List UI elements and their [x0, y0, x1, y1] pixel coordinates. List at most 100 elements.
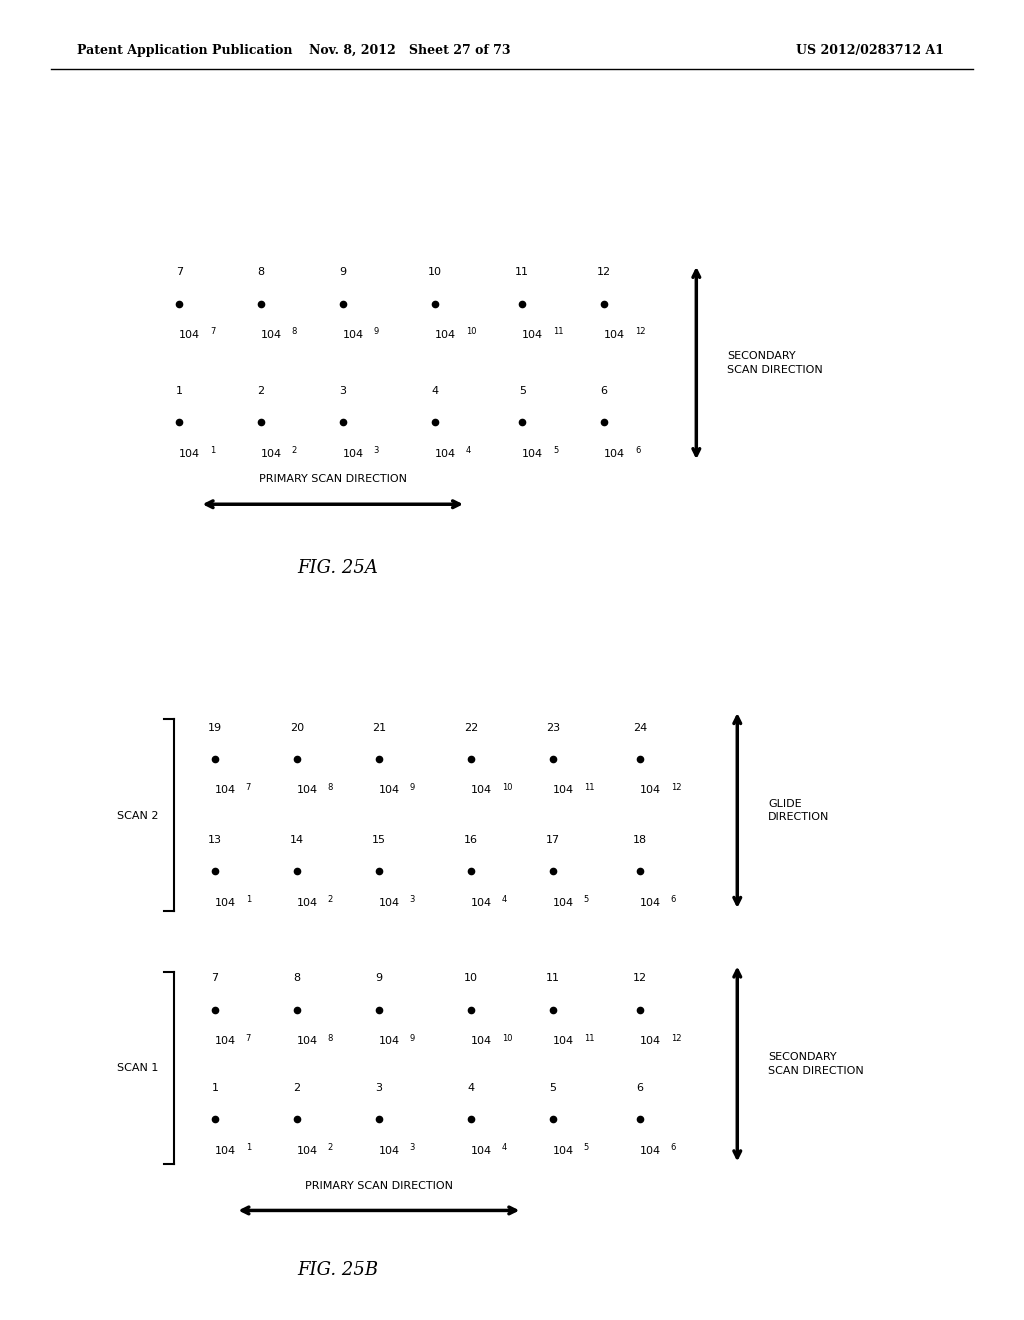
Text: 11: 11	[553, 327, 563, 337]
Text: 104: 104	[297, 1146, 318, 1156]
Text: 104: 104	[471, 898, 493, 908]
Text: 3: 3	[374, 446, 379, 455]
Text: 12: 12	[635, 327, 645, 337]
Text: 104: 104	[522, 330, 544, 341]
Text: 16: 16	[464, 834, 478, 845]
Text: 9: 9	[410, 783, 415, 792]
Text: 4: 4	[502, 1143, 507, 1152]
Text: 104: 104	[640, 1036, 662, 1047]
Text: 104: 104	[179, 330, 201, 341]
Text: Patent Application Publication: Patent Application Publication	[77, 44, 292, 57]
Text: 23: 23	[546, 722, 560, 733]
Text: 104: 104	[471, 1146, 493, 1156]
Text: 104: 104	[640, 1146, 662, 1156]
Text: 104: 104	[604, 449, 626, 459]
Text: 104: 104	[553, 1146, 574, 1156]
Text: 8: 8	[294, 973, 300, 983]
Text: 4: 4	[466, 446, 471, 455]
Text: 11: 11	[546, 973, 560, 983]
Text: 5: 5	[519, 385, 525, 396]
Text: US 2012/0283712 A1: US 2012/0283712 A1	[797, 44, 944, 57]
Text: 104: 104	[553, 898, 574, 908]
Text: 10: 10	[466, 327, 476, 337]
Text: 18: 18	[633, 834, 647, 845]
Text: 104: 104	[640, 898, 662, 908]
Text: 10: 10	[428, 267, 442, 277]
Text: 11: 11	[515, 267, 529, 277]
Text: 4: 4	[432, 385, 438, 396]
Text: PRIMARY SCAN DIRECTION: PRIMARY SCAN DIRECTION	[259, 474, 407, 484]
Text: 104: 104	[215, 785, 237, 796]
Text: 104: 104	[379, 785, 400, 796]
Text: 104: 104	[379, 1036, 400, 1047]
Text: 104: 104	[471, 1036, 493, 1047]
Text: 8: 8	[258, 267, 264, 277]
Text: 5: 5	[550, 1082, 556, 1093]
Text: 2: 2	[328, 895, 333, 904]
Text: 104: 104	[379, 1146, 400, 1156]
Text: FIG. 25A: FIG. 25A	[298, 558, 378, 577]
Text: 12: 12	[671, 783, 681, 792]
Text: SECONDARY
SCAN DIRECTION: SECONDARY SCAN DIRECTION	[768, 1052, 864, 1076]
Text: Nov. 8, 2012   Sheet 27 of 73: Nov. 8, 2012 Sheet 27 of 73	[309, 44, 510, 57]
Text: 3: 3	[340, 385, 346, 396]
Text: 2: 2	[294, 1082, 300, 1093]
Text: 19: 19	[208, 722, 222, 733]
Text: 7: 7	[210, 327, 215, 337]
Text: 104: 104	[297, 1036, 318, 1047]
Text: 12: 12	[671, 1034, 681, 1043]
Text: 104: 104	[553, 1036, 574, 1047]
Text: 13: 13	[208, 834, 222, 845]
Text: 1: 1	[212, 1082, 218, 1093]
Text: SCAN 2: SCAN 2	[117, 810, 159, 821]
Text: 10: 10	[502, 1034, 512, 1043]
Text: 9: 9	[376, 973, 382, 983]
Text: 104: 104	[435, 449, 457, 459]
Text: 10: 10	[464, 973, 478, 983]
Text: 7: 7	[246, 783, 251, 792]
Text: 7: 7	[176, 267, 182, 277]
Text: 10: 10	[502, 783, 512, 792]
Text: 12: 12	[633, 973, 647, 983]
Text: 6: 6	[637, 1082, 643, 1093]
Text: 104: 104	[215, 898, 237, 908]
Text: GLIDE
DIRECTION: GLIDE DIRECTION	[768, 799, 829, 822]
Text: 9: 9	[374, 327, 379, 337]
Text: 9: 9	[340, 267, 346, 277]
Text: 6: 6	[635, 446, 640, 455]
Text: 14: 14	[290, 834, 304, 845]
Text: 6: 6	[671, 1143, 676, 1152]
Text: 104: 104	[297, 898, 318, 908]
Text: 6: 6	[671, 895, 676, 904]
Text: 2: 2	[328, 1143, 333, 1152]
Text: 5: 5	[584, 1143, 589, 1152]
Text: 2: 2	[292, 446, 297, 455]
Text: 3: 3	[410, 895, 415, 904]
Text: 4: 4	[468, 1082, 474, 1093]
Text: 17: 17	[546, 834, 560, 845]
Text: 1: 1	[246, 895, 251, 904]
Text: 104: 104	[343, 449, 365, 459]
Text: 104: 104	[379, 898, 400, 908]
Text: 104: 104	[471, 785, 493, 796]
Text: 8: 8	[292, 327, 297, 337]
Text: 12: 12	[597, 267, 611, 277]
Text: 24: 24	[633, 722, 647, 733]
Text: 7: 7	[246, 1034, 251, 1043]
Text: 104: 104	[343, 330, 365, 341]
Text: SCAN 1: SCAN 1	[118, 1063, 159, 1073]
Text: 1: 1	[176, 385, 182, 396]
Text: 21: 21	[372, 722, 386, 733]
Text: 20: 20	[290, 722, 304, 733]
Text: 2: 2	[258, 385, 264, 396]
Text: 104: 104	[435, 330, 457, 341]
Text: 3: 3	[376, 1082, 382, 1093]
Text: 3: 3	[410, 1143, 415, 1152]
Text: 1: 1	[246, 1143, 251, 1152]
Text: 5: 5	[584, 895, 589, 904]
Text: 104: 104	[215, 1036, 237, 1047]
Text: 104: 104	[261, 449, 283, 459]
Text: 104: 104	[179, 449, 201, 459]
Text: 22: 22	[464, 722, 478, 733]
Text: 15: 15	[372, 834, 386, 845]
